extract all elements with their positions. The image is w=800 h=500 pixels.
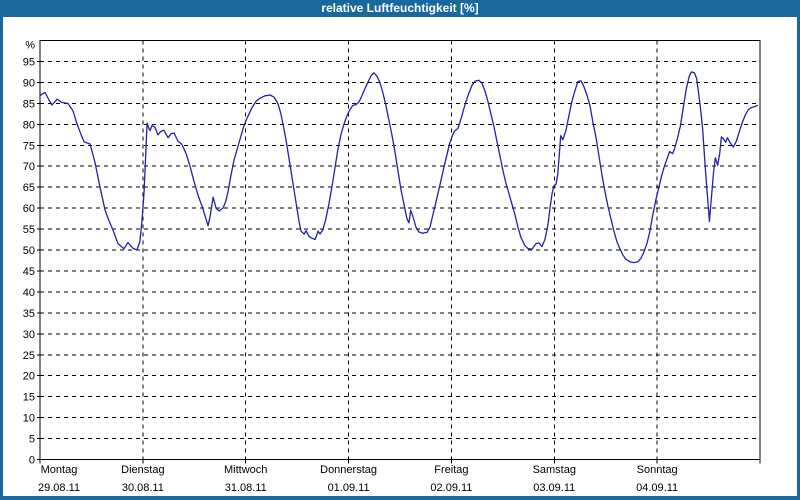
x-day-label: Samstag — [533, 464, 576, 476]
x-date-label: 04.09.11 — [636, 482, 678, 494]
y-tick-label: 65 — [23, 182, 35, 194]
x-date-label: 31.08.11 — [225, 482, 267, 494]
x-date-label: 02.09.11 — [430, 482, 472, 494]
y-tick-label: 15 — [23, 392, 35, 404]
y-tick-label: 95 — [23, 56, 35, 68]
y-axis-unit-label: % — [25, 40, 35, 52]
x-date-label: 30.08.11 — [122, 482, 164, 494]
y-tick-label: 80 — [23, 119, 35, 131]
y-tick-label: 90 — [23, 77, 35, 89]
y-tick-label: 70 — [23, 161, 35, 173]
y-tick-label: 20 — [23, 371, 35, 383]
y-tick-label: 40 — [23, 287, 35, 299]
x-day-label: Freitag — [434, 464, 468, 476]
x-date-label: 03.09.11 — [533, 482, 575, 494]
x-day-label: Sonntag — [637, 464, 678, 476]
x-day-label: Mittwoch — [224, 464, 267, 476]
x-date-label: 29.08.11 — [38, 482, 80, 494]
x-day-label: Montag — [41, 464, 78, 476]
y-tick-label: 60 — [23, 203, 35, 215]
humidity-series-line — [39, 71, 759, 264]
chart-area-background — [3, 17, 797, 496]
x-day-label: Donnerstag — [320, 464, 377, 476]
y-tick-label: 50 — [23, 245, 35, 257]
x-day-label: Dienstag — [121, 464, 164, 476]
x-date-label: 01.09.11 — [328, 482, 370, 494]
title-bar: relative Luftfeuchtigkeit [%] — [0, 0, 800, 17]
y-tick-label: 10 — [23, 413, 35, 425]
y-tick-label: 25 — [23, 350, 35, 362]
y-tick-label: 5 — [29, 434, 35, 446]
y-tick-label: 45 — [23, 266, 35, 278]
y-tick-label: 35 — [23, 308, 35, 320]
y-tick-label: 85 — [23, 98, 35, 110]
y-tick-label: 75 — [23, 140, 35, 152]
y-tick-label: 55 — [23, 224, 35, 236]
chart-title: relative Luftfeuchtigkeit [%] — [321, 1, 479, 15]
y-tick-label: 30 — [23, 329, 35, 341]
y-tick-label: 0 — [29, 455, 35, 467]
